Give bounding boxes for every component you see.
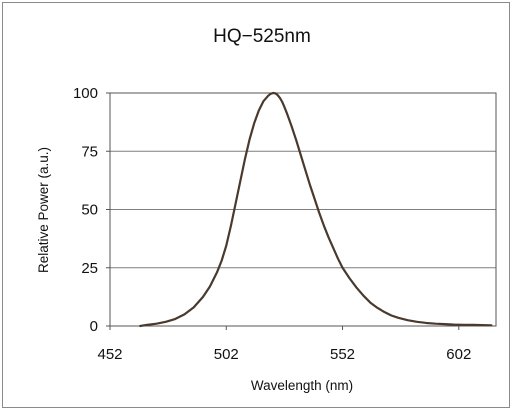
x-axis-label: Wavelength (nm) xyxy=(251,378,353,393)
series-line xyxy=(139,91,493,328)
y-tick-label: 25 xyxy=(81,260,98,277)
y-tick-label: 100 xyxy=(73,85,98,102)
chart-frame xyxy=(2,2,510,408)
tick-layer: 0 25 50 75 100 452 502 552 602 xyxy=(73,85,471,363)
x-tick-label: 452 xyxy=(97,346,122,363)
y-axis-label: Relative Power (a.u.) xyxy=(36,147,51,273)
x-tick-label: 502 xyxy=(214,346,239,363)
y-tick-label: 0 xyxy=(90,318,98,335)
x-tick-label: 602 xyxy=(446,346,471,363)
chart-title: HQ−525nm xyxy=(213,26,311,47)
x-tick-label: 552 xyxy=(330,346,355,363)
y-tick-label: 75 xyxy=(81,143,98,160)
grid-layer xyxy=(110,150,496,269)
y-tick-label: 50 xyxy=(81,202,98,219)
